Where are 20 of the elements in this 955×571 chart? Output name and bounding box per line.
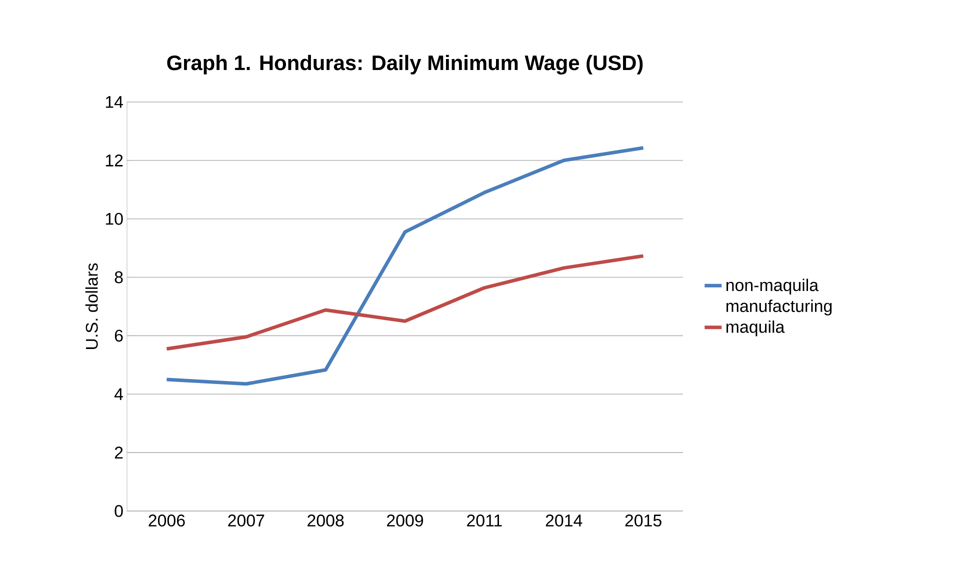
x-tick-label: 2007 [228, 514, 264, 527]
x-tick-label: 2008 [308, 514, 344, 527]
y-tick-label: 0 [114, 504, 123, 517]
y-tick-label: 8 [114, 271, 123, 284]
y-tick-label: 10 [106, 212, 123, 225]
y-tick-label: 2 [114, 446, 123, 458]
x-tick-label: 2015 [625, 514, 662, 527]
x-tick-label: 2011 [467, 514, 502, 527]
x-tick-label: 2006 [148, 514, 185, 527]
y-tick-label: 6 [114, 330, 123, 342]
legend-label: maquila [726, 320, 785, 336]
x-tick-label: 2014 [546, 514, 582, 527]
chart-title: Graph 1. Honduras: Daily Minimum Wage (USD) [167, 54, 643, 74]
y-axis-title: U.S. dollars [85, 263, 98, 349]
line-series [164, 146, 646, 386]
x-tick-label: 2009 [387, 514, 424, 527]
y-tick-label: 12 [106, 154, 123, 166]
y-tick-label: 14 [106, 96, 123, 108]
line-series [164, 254, 646, 351]
y-tick-label: 4 [114, 388, 123, 400]
